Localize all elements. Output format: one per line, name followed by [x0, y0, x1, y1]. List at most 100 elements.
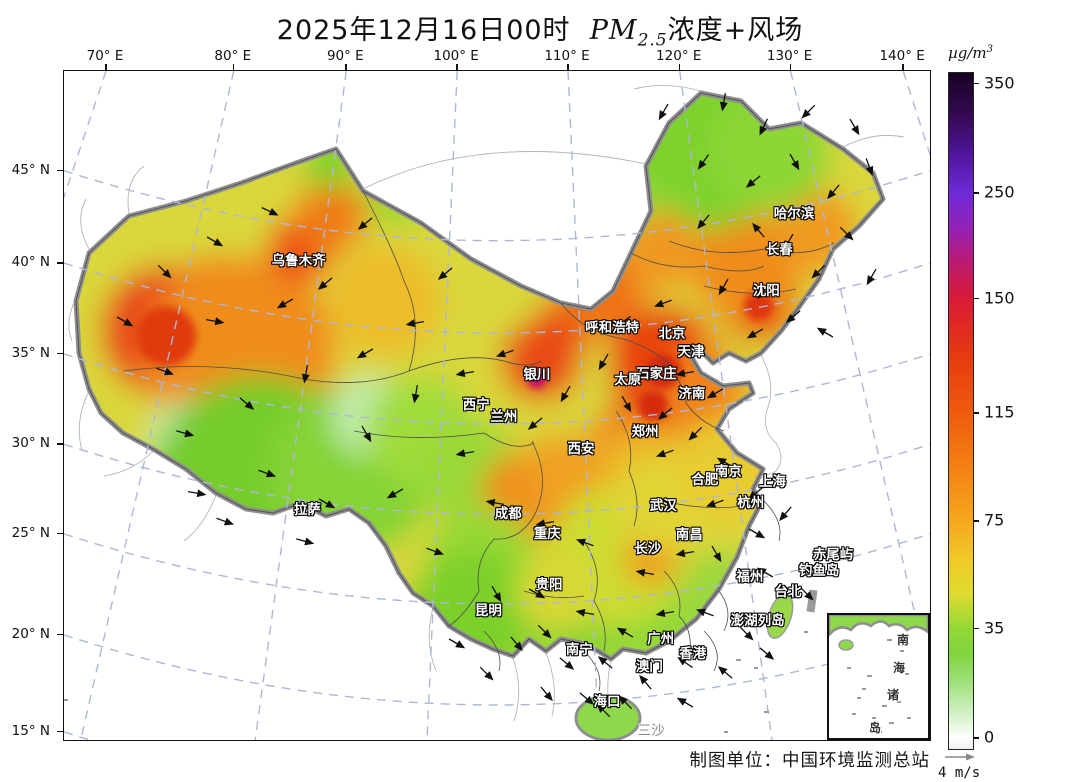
city-label: 呼和浩特 [585, 319, 640, 336]
lon-tick-label: 110° E [544, 48, 590, 64]
inset-label-char: 海 [893, 661, 906, 675]
lon-tick-mark [345, 64, 347, 70]
city-label: 台北 [774, 584, 802, 601]
inset-hainan [838, 639, 854, 651]
lat-tick-label: 35° N [11, 344, 50, 361]
city-label: 杭州 [737, 495, 765, 512]
city-label: 钓鱼岛 [798, 562, 840, 579]
city-label: 南京 [714, 463, 742, 480]
inset-island-dashes [847, 639, 911, 733]
city-label: 天津 [677, 343, 705, 360]
hainan-island [574, 694, 642, 740]
lat-tick-label: 45° N [11, 161, 50, 178]
taiwan-island [766, 593, 794, 639]
lon-tick-mark [456, 64, 458, 70]
lon-tick-label: 100° E [433, 48, 479, 64]
islands [64, 589, 818, 740]
city-label: 北京 [658, 325, 686, 342]
colorbar-tick-value: 350 [984, 73, 1015, 93]
graticule-grid [64, 71, 930, 740]
credit-text: 制图单位：中国环境监测总站 [689, 751, 930, 771]
city-label: 太原 [614, 372, 642, 389]
colorbar-tick-mark [973, 297, 979, 300]
inset-map [829, 615, 928, 733]
city-label: 成都 [494, 505, 522, 522]
city-label: 长沙 [634, 541, 662, 558]
colorbar-tick-mark [973, 192, 979, 194]
colorbar [948, 72, 974, 750]
wind-vector-arrows [116, 93, 877, 718]
city-label: 三沙 [637, 722, 665, 739]
colorbar-tick-value: 250 [984, 182, 1015, 202]
lon-tick-label: 130° E [766, 48, 813, 64]
city-label: 澎湖列岛 [730, 612, 785, 629]
lon-tick-label: 140° E [879, 48, 925, 64]
lat-tick-label: 20° N [11, 625, 50, 642]
china-border-inner-line [75, 92, 884, 660]
inset-label-char: 岛 [869, 721, 882, 735]
colorbar-unit-label: µg/m3 [948, 44, 993, 62]
lat-tick-mark [57, 730, 63, 733]
city-label: 西宁 [462, 396, 490, 413]
colorbar-tick-mark [973, 520, 979, 522]
colorbar-tick-mark [973, 82, 979, 85]
lat-tick-label: 25° N [11, 524, 50, 541]
lon-tick-label: 90° E [326, 48, 364, 64]
wind-scale-legend: 4 m/s [938, 752, 998, 781]
lon-tick-mark [678, 64, 681, 70]
title-date: 2025年12月16日00时 [276, 15, 571, 46]
colorbar-tick-value: 150 [984, 288, 1015, 308]
small-islands [64, 631, 808, 733]
title-variable-subscript: 2.5 [637, 30, 668, 51]
lon-tick-mark [105, 64, 107, 70]
city-label: 上海 [758, 473, 786, 490]
lat-tick-mark [57, 532, 63, 535]
lon-tick-mark [902, 64, 904, 70]
city-label: 重庆 [533, 525, 561, 542]
colorbar-tick-mark [973, 737, 979, 739]
lat-tick-label: 40° N [11, 254, 50, 270]
city-label: 海口 [593, 693, 621, 710]
city-label: 银川 [523, 366, 551, 383]
province-borders [123, 190, 835, 692]
unit-exponent: 3 [986, 44, 994, 55]
city-label: 南昌 [675, 527, 703, 544]
lat-tick-mark [57, 352, 63, 355]
city-label: 南宁 [565, 641, 593, 658]
city-label: 合肥 [691, 471, 719, 488]
lat-tick-label: 30° N [11, 435, 50, 452]
lon-tick-label: 120° E [656, 48, 702, 64]
map-title: 2025年12月16日00时 PM2.5浓度+风场 [277, 8, 803, 50]
wind-scale-arrow-icon [945, 753, 975, 761]
map-plot-area: 哈尔滨 长春 沈阳 乌鲁木齐 呼和浩特 北京 天津 石家庄 太原 济南 银川 西宁 兰州 郑州 西安 南京 合肥… [63, 70, 931, 741]
city-label: 拉萨 [293, 501, 321, 518]
colorbar-tick-value: 35 [984, 618, 1005, 638]
city-label: 兰州 [490, 408, 518, 425]
lat-tick-label: 15° N [11, 722, 50, 739]
lon-tick-mark [232, 64, 235, 70]
lat-tick-mark [57, 169, 63, 172]
china-map-canvas [64, 71, 930, 740]
city-label: 贵阳 [535, 576, 563, 593]
south-china-sea-inset: 南 海诸岛 [827, 613, 930, 740]
inset-label-char: 南 [897, 633, 910, 647]
city-label: 福州 [736, 568, 764, 585]
lon-tick-label: 70° E [86, 48, 124, 64]
title-suffix: 浓度+风场 [667, 15, 804, 46]
inset-coastline [829, 615, 928, 637]
city-label: 石家庄 [636, 366, 677, 383]
city-label: 赤尾屿 [812, 546, 854, 563]
city-label: 武汉 [649, 497, 677, 514]
lon-tick-label: 80° E [214, 48, 252, 64]
lon-tick-mark [789, 64, 792, 70]
wind-scale-label: 4 m/s [938, 765, 981, 781]
colorbar-tick-value: 115 [984, 402, 1015, 422]
city-label: 哈尔滨 [773, 206, 815, 223]
title-variable: PM [589, 15, 638, 46]
lat-tick-mark [57, 443, 63, 445]
colorbar-tick-value: 75 [984, 510, 1005, 530]
foreign-borders [68, 84, 905, 722]
city-label: 长春 [765, 242, 793, 259]
city-label: 西安 [567, 440, 595, 457]
